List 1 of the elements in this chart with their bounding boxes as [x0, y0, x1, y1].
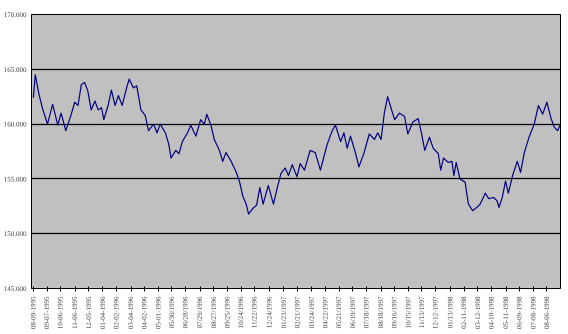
- line-series: [32, 74, 560, 215]
